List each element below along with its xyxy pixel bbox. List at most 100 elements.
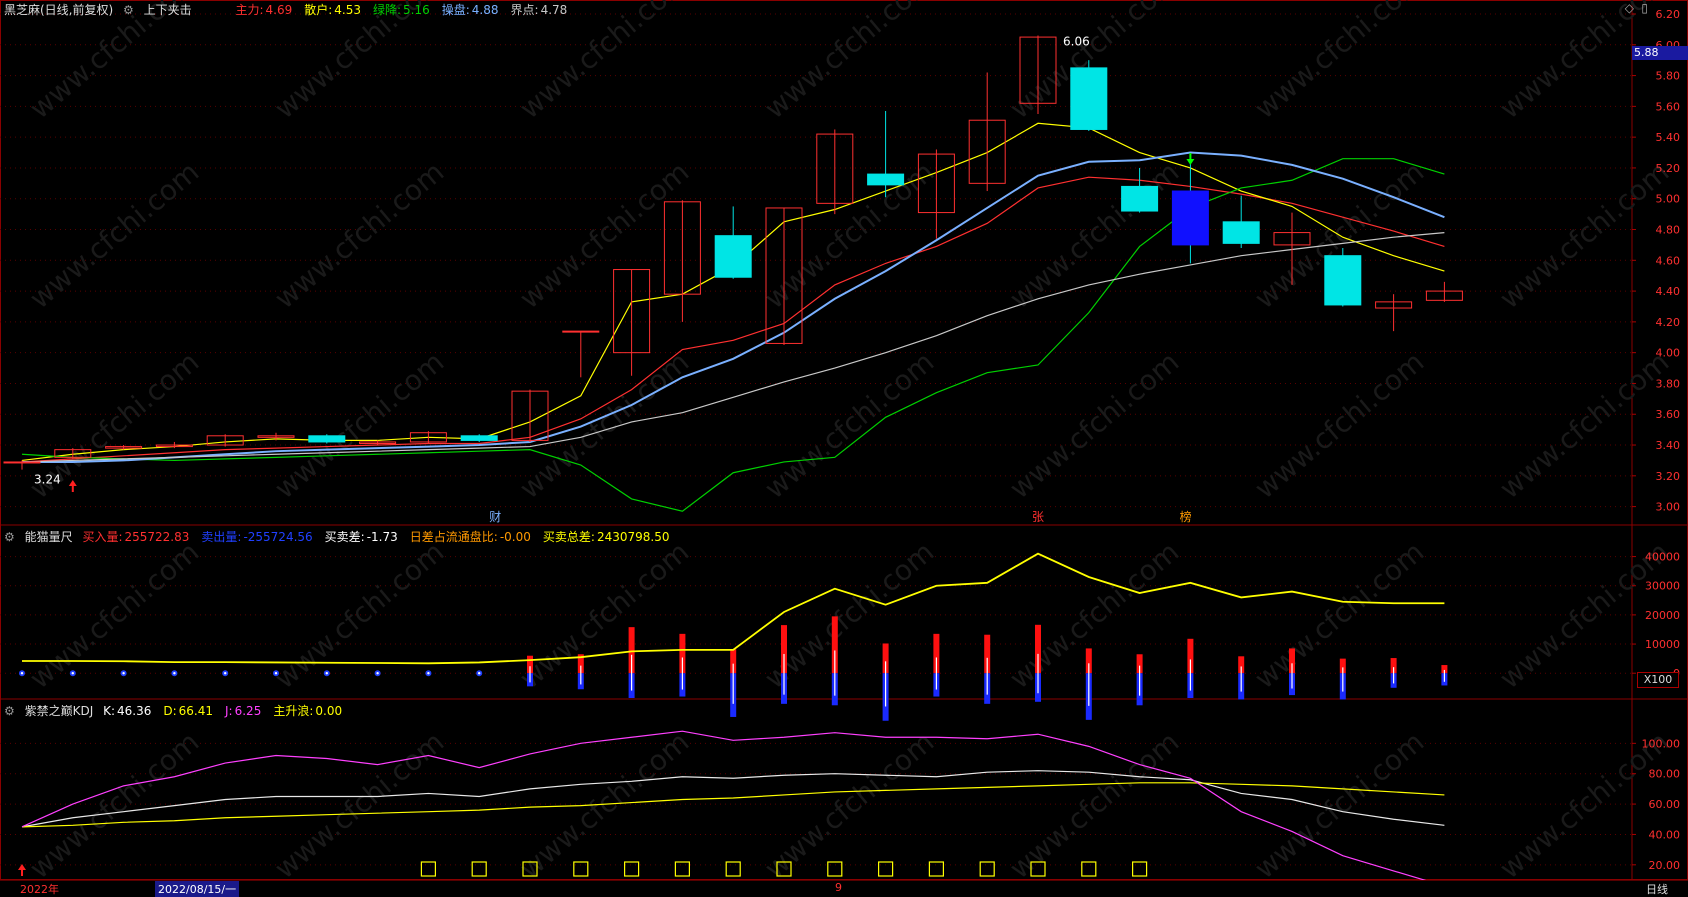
watermark-text: www.cfchi.com	[513, 155, 695, 315]
panel3-title[interactable]: 紫禁之巅KDJ	[24, 704, 94, 718]
down-arrow-icon	[1186, 153, 1195, 165]
header-item: J: 6.25	[225, 704, 267, 718]
candle-body	[1222, 221, 1260, 244]
header-item: 主升浪: 0.00	[273, 704, 348, 718]
panel2-title[interactable]: 能猫量尺	[24, 530, 73, 544]
candle-body	[3, 461, 41, 464]
series-line-操盘	[22, 151, 1445, 463]
candle-body	[765, 207, 803, 344]
header-item-label: 买入量:	[82, 530, 123, 544]
axis-tick-label: 10000	[1645, 638, 1680, 651]
small-vol-dot-center	[478, 672, 481, 675]
price-panel-header: 黑芝麻(日线,前复权) ⚙ 上下夹击 主力: 4.69 散户: 4.53 绿降: 5.16…	[4, 1, 585, 18]
gear-icon[interactable]: ⚙	[4, 704, 15, 718]
diamond-icon[interactable]: ◇	[1624, 1, 1634, 15]
total-diff-line	[22, 552, 1445, 665]
header-item-label: 散户:	[304, 3, 333, 17]
watermark: www.cfchi.com www.cfchi.com www.cfchi.com w…	[23, 0, 1675, 885]
gear-icon[interactable]: ⚙	[123, 3, 134, 17]
watermark-text: www.cfchi.com	[1493, 0, 1675, 125]
kdj-panel[interactable]	[18, 730, 1445, 887]
window-icon[interactable]: ▯	[1641, 1, 1648, 15]
buy-bar	[831, 616, 838, 674]
axis-tick-label: 6.20	[1656, 8, 1681, 21]
small-vol-dot-center	[376, 672, 379, 675]
axis-tick-label: 3.80	[1656, 377, 1681, 390]
header-item-value: 4.53	[334, 3, 361, 17]
scale-label[interactable]: X100	[1637, 672, 1679, 688]
stock-title[interactable]: 黑芝麻(日线,前复权)	[4, 3, 114, 17]
header-item-label: 界点:	[510, 3, 539, 17]
header-item-value: 4.88	[471, 3, 499, 17]
small-vol-dot-center	[173, 672, 176, 675]
header-item-value: 5.16	[403, 3, 430, 17]
candle-body	[105, 446, 143, 449]
axis-tick-label: 4.00	[1656, 347, 1681, 360]
candle-body	[968, 119, 1006, 184]
watermark-text: www.cfchi.com	[758, 345, 940, 505]
candle-body	[1375, 301, 1413, 309]
candle-body	[1425, 290, 1463, 301]
kdj-line-J	[21, 730, 1445, 887]
buy-bar	[628, 627, 635, 674]
watermark-text: www.cfchi.com	[513, 0, 695, 125]
watermark-text: www.cfchi.com	[1493, 155, 1675, 315]
event-marker: 张	[1032, 510, 1044, 524]
buy-bar	[882, 643, 889, 674]
header-item-value: 4.78	[540, 3, 568, 17]
header-item-label: 主升浪:	[273, 704, 314, 718]
buy-bar	[1035, 624, 1041, 674]
small-vol-dot-center	[224, 672, 227, 675]
panel3-values: K: 46.36 D: 66.41 J: 6.25 主升浪: 0.00	[103, 704, 354, 718]
last-price-tag: 5.88	[1632, 46, 1688, 60]
buy-bar	[1390, 658, 1397, 674]
signal-square	[1081, 861, 1097, 877]
header-item-label: K:	[103, 704, 115, 718]
candle-body	[714, 235, 752, 278]
small-vol-dot-center	[427, 672, 430, 675]
buy-bar	[984, 634, 991, 674]
header-item-label: 操盘:	[441, 3, 470, 17]
buy-bar	[1339, 658, 1346, 674]
watermark-text: www.cfchi.com	[1003, 725, 1185, 885]
axis-tick-label: 5.00	[1656, 193, 1681, 206]
axis-tick-label: 40000	[1645, 551, 1680, 564]
candle-body	[308, 435, 346, 443]
axis-tick-label: 3.60	[1656, 408, 1681, 421]
header-item: 散户: 4.53	[304, 3, 367, 17]
event-marker: 榜	[1180, 509, 1192, 524]
axis-tick-label: 4.60	[1656, 254, 1681, 267]
axis-tick-label: 20.00	[1649, 859, 1681, 872]
indicator-name[interactable]: 上下夹击	[143, 3, 192, 17]
header-item-value: 0.00	[315, 704, 343, 718]
watermark-text: www.cfchi.com	[1493, 345, 1675, 505]
date-bar: 2022年 2022/08/15/一 9 日线	[0, 880, 1688, 897]
watermark-text: www.cfchi.com	[758, 0, 940, 125]
volume-ruler-panel[interactable]	[19, 552, 1448, 721]
header-item-value: 6.25	[234, 704, 262, 718]
signal-square	[471, 861, 487, 877]
indicator-values: 主力: 4.69 散户: 4.53 绿降: 5.16 操盘: 4.88 界点: 4.78	[235, 3, 579, 17]
header-item: 日差占流通盘比: -0.00	[410, 530, 537, 544]
watermark-text: www.cfchi.com	[1248, 0, 1430, 125]
right-axis: 3.00 3.20 3.40 3.60 3.80 4.00 4.20 4.40 4.60 4.80…	[1632, 8, 1680, 872]
watermark-text: www.cfchi.com	[1248, 345, 1430, 505]
cursor-date-label: 2022/08/15/一	[155, 881, 240, 897]
axis-tick-label: 20000	[1645, 609, 1680, 622]
signal-square	[573, 861, 589, 877]
candle-body	[54, 449, 92, 458]
period-label[interactable]: 日线	[1646, 883, 1668, 896]
signal-square	[1131, 861, 1148, 877]
axis-tick-label: 3.40	[1656, 439, 1681, 452]
watermark-text: www.cfchi.com	[1248, 725, 1430, 885]
header-item: K: 46.36	[103, 704, 157, 718]
small-vol-dot-center	[325, 672, 328, 675]
volume-panel-header: ⚙ 能猫量尺 买入量: 255722.83 卖出量: -255724.56 买卖差: -1…	[4, 528, 687, 545]
candle-body	[511, 390, 549, 441]
buy-bar	[1136, 654, 1143, 674]
watermark-text: www.cfchi.com	[758, 725, 940, 885]
price-panel[interactable]: 6.06 3.24 财 张 榜	[3, 35, 1463, 524]
gear-icon[interactable]: ⚙	[4, 530, 15, 544]
header-item: 主力: 4.69	[235, 3, 298, 17]
